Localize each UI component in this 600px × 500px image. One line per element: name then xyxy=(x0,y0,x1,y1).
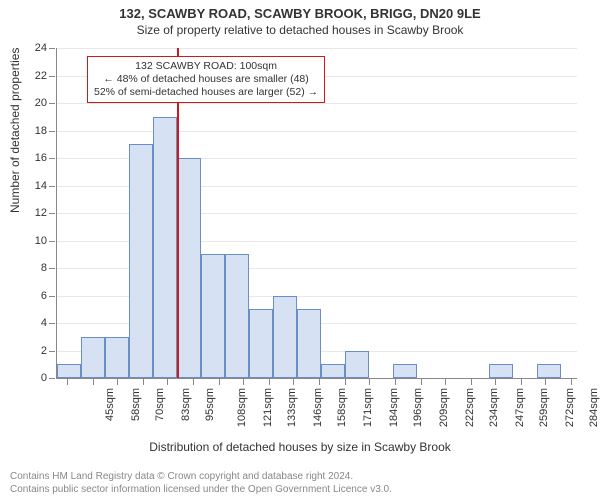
y-axis-label: Number of detached properties xyxy=(8,48,22,213)
grid-line xyxy=(57,131,577,132)
y-tick-label: 14 xyxy=(35,180,57,192)
y-tick-label: 0 xyxy=(41,372,57,384)
x-tick xyxy=(219,379,220,385)
x-tick-label: 146sqm xyxy=(312,388,324,427)
y-tick-label: 18 xyxy=(35,125,57,137)
x-tick-label: 184sqm xyxy=(388,388,400,427)
histogram-bar xyxy=(201,254,225,378)
x-tick xyxy=(545,379,546,385)
x-tick-label: 108sqm xyxy=(236,388,248,427)
histogram-bar xyxy=(225,254,249,378)
chart-subtitle: Size of property relative to detached ho… xyxy=(0,21,600,37)
histogram-bar xyxy=(393,364,417,378)
histogram-bar xyxy=(297,309,321,378)
x-tick-label: 158sqm xyxy=(336,388,348,427)
x-tick xyxy=(369,379,370,385)
x-tick-label: 284sqm xyxy=(588,388,600,427)
annotation-line2: ← 48% of detached houses are smaller (48… xyxy=(94,73,318,86)
histogram-bar xyxy=(489,364,513,378)
annotation-line3: 52% of semi-detached houses are larger (… xyxy=(94,86,318,99)
x-tick xyxy=(143,379,144,385)
x-tick-label: 196sqm xyxy=(412,388,424,427)
x-axis-label: Distribution of detached houses by size … xyxy=(0,440,600,454)
histogram-bar xyxy=(273,296,297,379)
chart-container: 132, SCAWBY ROAD, SCAWBY BROOK, BRIGG, D… xyxy=(0,0,600,500)
x-tick-label: 133sqm xyxy=(286,388,298,427)
histogram-bar xyxy=(129,144,153,378)
y-tick-label: 4 xyxy=(41,317,57,329)
y-tick-label: 16 xyxy=(35,152,57,164)
y-tick-label: 20 xyxy=(35,97,57,109)
x-tick-label: 247sqm xyxy=(514,388,526,427)
y-tick-label: 6 xyxy=(41,290,57,302)
y-tick-label: 24 xyxy=(35,42,57,54)
chart-title: 132, SCAWBY ROAD, SCAWBY BROOK, BRIGG, D… xyxy=(0,0,600,21)
x-tick xyxy=(521,379,522,385)
x-tick xyxy=(571,379,572,385)
x-tick xyxy=(67,379,68,385)
x-tick-label: 83sqm xyxy=(180,388,192,421)
footer-line2: Contains public sector information licen… xyxy=(10,484,392,497)
x-tick-label: 171sqm xyxy=(362,388,374,427)
x-tick xyxy=(345,379,346,385)
y-tick-label: 12 xyxy=(35,207,57,219)
x-tick-label: 45sqm xyxy=(104,388,116,421)
histogram-bar xyxy=(105,337,129,378)
plot-area: 02468101214161820222445sqm58sqm70sqm83sq… xyxy=(56,48,577,379)
x-tick-label: 222sqm xyxy=(464,388,476,427)
annotation-box: 132 SCAWBY ROAD: 100sqm← 48% of detached… xyxy=(87,56,325,103)
x-tick xyxy=(319,379,320,385)
y-tick-label: 2 xyxy=(41,345,57,357)
x-tick-label: 272sqm xyxy=(564,388,576,427)
y-tick-label: 8 xyxy=(41,262,57,274)
grid-line xyxy=(57,48,577,49)
x-tick-label: 58sqm xyxy=(130,388,142,421)
x-tick xyxy=(471,379,472,385)
histogram-bar xyxy=(177,158,201,378)
x-tick-label: 95sqm xyxy=(204,388,216,421)
footer-attribution: Contains HM Land Registry data © Crown c… xyxy=(10,471,392,496)
x-tick-label: 234sqm xyxy=(488,388,500,427)
x-tick-label: 70sqm xyxy=(154,388,166,421)
annotation-line1: 132 SCAWBY ROAD: 100sqm xyxy=(94,60,318,73)
x-tick xyxy=(93,379,94,385)
histogram-bar xyxy=(249,309,273,378)
x-tick-label: 209sqm xyxy=(438,388,450,427)
x-tick xyxy=(421,379,422,385)
x-tick xyxy=(117,379,118,385)
x-tick xyxy=(395,379,396,385)
x-tick xyxy=(445,379,446,385)
x-tick xyxy=(193,379,194,385)
y-tick-label: 22 xyxy=(35,70,57,82)
histogram-bar xyxy=(321,364,345,378)
histogram-bar xyxy=(537,364,561,378)
x-tick xyxy=(293,379,294,385)
histogram-bar xyxy=(57,364,81,378)
footer-line1: Contains HM Land Registry data © Crown c… xyxy=(10,471,392,484)
x-tick xyxy=(495,379,496,385)
histogram-bar xyxy=(81,337,105,378)
histogram-bar xyxy=(153,117,177,378)
x-tick-label: 259sqm xyxy=(538,388,550,427)
histogram-bar xyxy=(345,351,369,379)
x-tick xyxy=(269,379,270,385)
x-tick xyxy=(243,379,244,385)
x-tick xyxy=(167,379,168,385)
y-tick-label: 10 xyxy=(35,235,57,247)
x-tick-label: 121sqm xyxy=(262,388,274,427)
